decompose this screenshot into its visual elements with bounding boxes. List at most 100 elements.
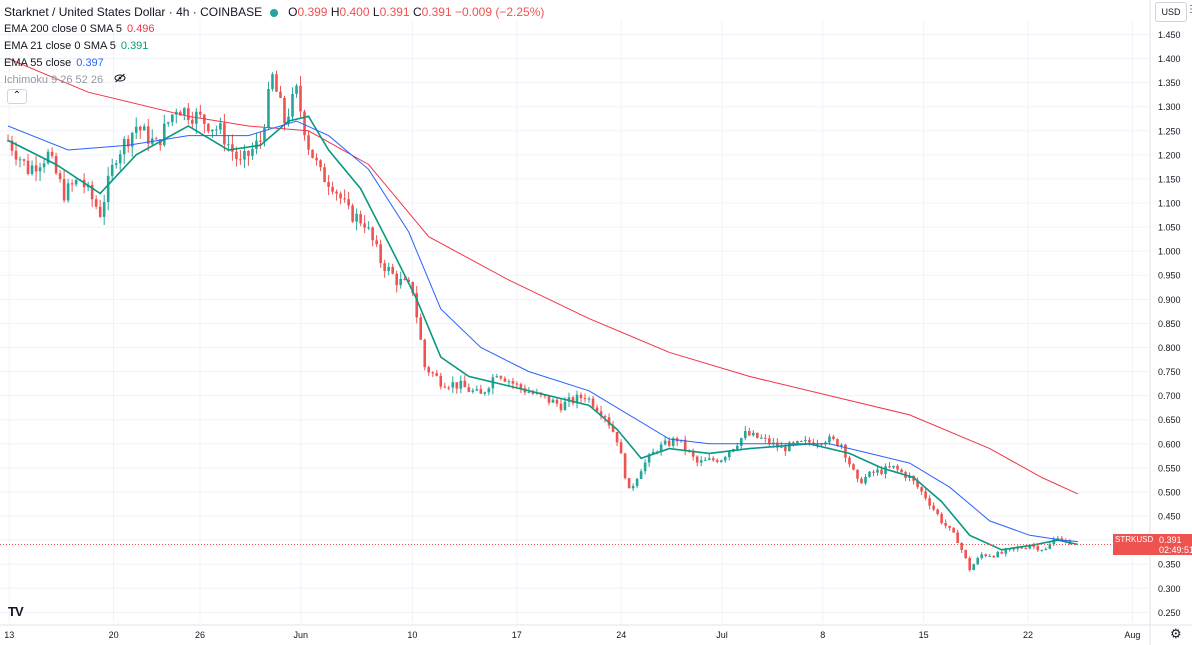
candle-body [691, 451, 695, 457]
candle-body [227, 144, 230, 146]
high-label: H [330, 5, 340, 19]
eye-off-icon[interactable] [114, 72, 126, 89]
candle-body [880, 469, 883, 475]
candle-body [455, 382, 459, 389]
candle-body [279, 91, 282, 98]
candles [6, 70, 1072, 572]
candle-body [14, 150, 18, 160]
indicator-ema55[interactable]: EMA 55 close 0.397 [4, 55, 544, 72]
candle-body [611, 425, 615, 432]
candle-body [1032, 545, 1036, 547]
candle-body [780, 446, 783, 448]
candle-body [114, 163, 118, 166]
candle-body [443, 386, 447, 388]
y-tick-label: 1.250 [1158, 126, 1181, 136]
candle-body [223, 123, 226, 145]
candle-body [399, 278, 402, 286]
candle-body [283, 97, 286, 124]
indicator-ema200[interactable]: EMA 200 close 0 SMA 5 0.496 [4, 21, 544, 38]
candle-body [715, 460, 719, 463]
candle-body [635, 478, 639, 487]
x-tick-label: 20 [109, 630, 119, 640]
indicator-ichimoku[interactable]: Ichimoku 9 26 52 26 [4, 72, 544, 89]
collapse-legend-button[interactable]: ⌃ [7, 89, 27, 104]
candle-body [339, 193, 342, 199]
candle-body [860, 478, 863, 484]
x-tick-label: 17 [512, 630, 522, 640]
y-tick-label: 1.400 [1158, 54, 1181, 64]
gear-icon[interactable]: ⚙ [1170, 626, 1182, 641]
candle-body [764, 437, 767, 439]
candle-body [864, 476, 867, 484]
candle-body [118, 154, 122, 164]
candle-body [10, 140, 14, 151]
candle-body [211, 129, 214, 132]
candle-body [427, 367, 431, 373]
symbol-title[interactable]: Starknet / United States Dollar · 4h · C… [4, 5, 263, 19]
chart-grid [0, 20, 1150, 622]
price-axis: 0.2500.3000.3500.4000.4500.5000.5500.600… [1149, 0, 1181, 645]
candle-body [251, 149, 254, 156]
candle-body [663, 440, 667, 445]
y-tick-label: 0.700 [1158, 391, 1181, 401]
y-tick-label: 0.750 [1158, 367, 1181, 377]
close-value: 0.391 [421, 5, 452, 19]
candle-body [828, 436, 831, 443]
candle-body [239, 159, 242, 161]
candle-body [267, 89, 270, 128]
candle-body [776, 442, 779, 448]
candle-body [924, 491, 927, 499]
tradingview-logo[interactable]: TV [8, 604, 24, 619]
candle-body [126, 138, 130, 147]
candle-body [695, 456, 699, 463]
candle-body [315, 157, 318, 161]
market-status-dot [270, 8, 279, 17]
candle-body [615, 431, 619, 443]
candle-body [1040, 549, 1044, 551]
y-tick-label: 0.850 [1158, 319, 1181, 329]
candle-body [243, 151, 246, 160]
candle-body [888, 466, 891, 468]
x-tick-label: Jul [716, 630, 728, 640]
currency-button[interactable]: USD [1155, 2, 1187, 22]
indicator-ema55-value: 0.397 [76, 57, 104, 69]
candle-body [739, 438, 743, 446]
candle-body [723, 457, 727, 461]
candle-body [844, 444, 847, 458]
candle-body [110, 165, 114, 176]
y-tick-label: 0.350 [1158, 560, 1181, 570]
candle-body [487, 388, 491, 393]
x-tick-label: 24 [616, 630, 626, 640]
indicator-ema200-value: 0.496 [127, 23, 155, 35]
candle-body [515, 383, 519, 385]
indicator-ema21[interactable]: EMA 21 close 0 SMA 5 0.391 [4, 38, 544, 55]
candle-body [1016, 547, 1020, 549]
candle-body [327, 182, 330, 187]
candle-body [439, 375, 443, 387]
candle-body [90, 184, 94, 200]
y-tick-label: 1.450 [1158, 30, 1181, 40]
candle-body [255, 140, 258, 150]
candle-body [146, 126, 150, 144]
y-tick-label: 1.050 [1158, 223, 1181, 233]
more-vertical-icon[interactable]: ⋮ [1186, 4, 1192, 15]
open-label: O [288, 5, 298, 19]
candle-body [30, 165, 34, 174]
candle-body [311, 149, 314, 158]
candle-body [988, 555, 992, 557]
y-tick-label: 0.800 [1158, 343, 1181, 353]
candle-body [207, 123, 210, 132]
candle-body [295, 85, 298, 94]
candle-body [916, 480, 919, 488]
candle-body [647, 454, 651, 463]
candle-body [527, 392, 531, 394]
x-tick-label: 10 [407, 630, 417, 640]
candle-body [595, 407, 599, 412]
candle-body [932, 505, 935, 510]
candle-body [567, 397, 571, 402]
candle-body [868, 471, 871, 477]
candle-body [547, 396, 551, 403]
candle-body [1028, 545, 1032, 549]
candle-body [191, 119, 194, 124]
